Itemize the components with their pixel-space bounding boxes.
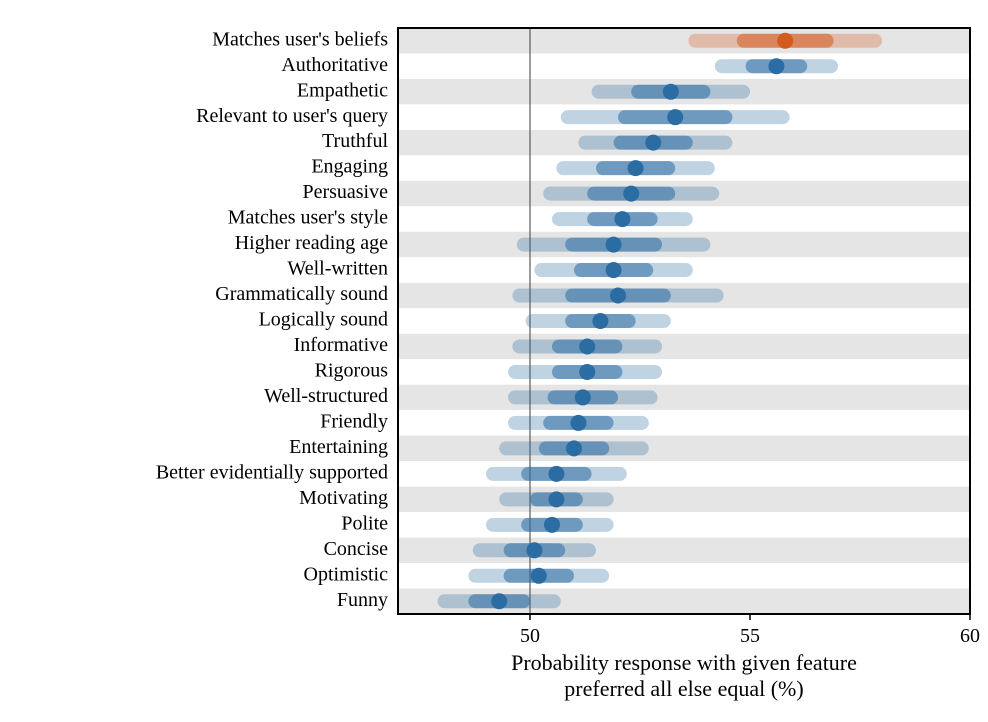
y-category-label: Entertaining: [289, 436, 388, 458]
y-category-label: Well-written: [287, 258, 388, 280]
y-category-label: Logically sound: [259, 309, 388, 331]
y-category-label: Motivating: [299, 487, 388, 509]
y-category-label: Polite: [341, 512, 388, 534]
y-category-label: Grammatically sound: [215, 283, 388, 305]
y-category-label: Funny: [337, 589, 388, 611]
row-stripe: [398, 308, 970, 333]
feature-preference-chart: Matches user's beliefs Authoritative Empat…: [0, 0, 988, 722]
row-stripe: [398, 334, 970, 359]
row-stripe: [398, 28, 970, 53]
y-category-label: Rigorous: [315, 360, 389, 382]
x-tick-label: 55: [740, 625, 760, 647]
data-marker: [548, 466, 564, 482]
data-marker: [575, 389, 591, 405]
y-category-label: Authoritative: [281, 54, 388, 76]
row-stripe: [398, 410, 970, 435]
row-stripe: [398, 53, 970, 78]
chart-svg: Matches user's beliefs Authoritative Empat…: [0, 0, 988, 722]
data-marker: [526, 542, 542, 558]
y-category-label: Higher reading age: [235, 232, 388, 254]
y-category-label: Engaging: [311, 156, 388, 178]
data-marker: [548, 491, 564, 507]
x-tick-label: 50: [520, 625, 540, 647]
data-marker: [667, 109, 683, 125]
row-stripe: [398, 436, 970, 461]
data-marker: [628, 160, 644, 176]
y-category-label: Empathetic: [297, 79, 388, 101]
y-category-label: Relevant to user's query: [196, 105, 388, 127]
y-labels: Matches user's beliefs Authoritative Empat…: [156, 28, 389, 611]
row-stripe: [398, 512, 970, 537]
data-marker: [566, 440, 582, 456]
y-category-label: Matches user's style: [228, 207, 388, 229]
data-marker: [623, 186, 639, 202]
y-category-label: Truthful: [322, 130, 388, 152]
data-marker: [606, 262, 622, 278]
data-marker: [570, 415, 586, 431]
data-marker: [592, 313, 608, 329]
y-category-label: Concise: [324, 538, 389, 560]
x-axis-title-line: preferred all else equal (%): [564, 676, 803, 701]
y-category-label: Friendly: [320, 411, 388, 433]
row-stripe: [398, 359, 970, 384]
x-axis-title-line: Probability response with given feature: [511, 650, 857, 675]
y-category-label: Persuasive: [302, 181, 388, 203]
y-category-label: Matches user's beliefs: [212, 28, 388, 50]
x-tick-label: 60: [960, 625, 980, 647]
y-category-label: Informative: [294, 334, 389, 356]
data-marker: [777, 33, 793, 49]
data-marker: [531, 568, 547, 584]
data-marker: [491, 593, 507, 609]
row-stripe: [398, 487, 970, 512]
data-marker: [645, 135, 661, 151]
data-marker: [768, 58, 784, 74]
data-marker: [663, 84, 679, 100]
y-category-label: Well-structured: [264, 385, 388, 407]
data-marker: [610, 288, 626, 304]
data-marker: [614, 211, 630, 227]
data-marker: [579, 338, 595, 354]
data-marker: [544, 517, 560, 533]
data-marker: [606, 237, 622, 253]
x-axis: 50 55 60 Probability response with given fe…: [511, 614, 980, 701]
row-stripe: [398, 461, 970, 486]
row-stripe: [398, 385, 970, 410]
y-category-label: Optimistic: [304, 563, 389, 585]
y-category-label: Better evidentially supported: [156, 461, 388, 483]
data-marker: [579, 364, 595, 380]
